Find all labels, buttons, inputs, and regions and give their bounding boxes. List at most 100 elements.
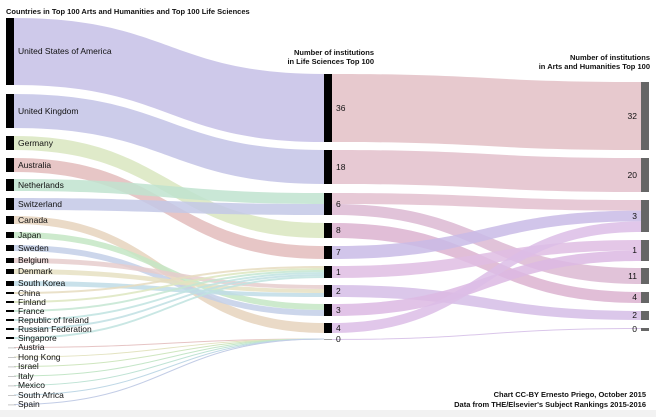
arts-humanities-node	[641, 240, 649, 261]
country-label: Sweden	[18, 242, 49, 253]
country-label: Mexico	[18, 380, 45, 391]
ranking-link	[332, 285, 641, 320]
country-node	[8, 404, 16, 406]
country-label: China	[18, 287, 41, 298]
life-sciences-node	[324, 285, 332, 297]
country-node	[6, 198, 14, 210]
arts-humanities-header-line1: Number of institutions	[570, 53, 650, 62]
country-label: Belgium	[18, 255, 49, 266]
country-link	[14, 258, 324, 289]
country-link	[14, 198, 324, 215]
life-sciences-value: 7	[336, 247, 341, 258]
arts-humanities-value: 4	[632, 292, 637, 303]
country-label: Russian Federation	[18, 323, 92, 334]
country-link	[14, 18, 324, 142]
arts-humanities-node	[641, 268, 649, 284]
country-node	[6, 216, 14, 224]
country-label: South Korea	[18, 278, 66, 289]
country-node	[6, 158, 14, 172]
ranking-link	[332, 221, 641, 333]
ranking-link	[332, 193, 641, 211]
country-link	[14, 276, 324, 339]
country-link	[14, 270, 324, 312]
country-node	[6, 258, 14, 263]
life-sciences-value: 2	[336, 285, 341, 296]
ranking-link	[332, 240, 641, 278]
life-sciences-node	[324, 339, 332, 340]
life-sciences-value: 4	[336, 322, 341, 333]
country-link	[14, 94, 324, 184]
arts-humanities-node	[641, 158, 649, 192]
country-node	[6, 310, 14, 312]
country-node	[8, 347, 16, 349]
country-node	[6, 292, 14, 294]
arts-humanities-header-line2: in Arts and Humanities Top 100	[538, 62, 650, 71]
arts-humanities-node	[641, 311, 649, 320]
arts-humanities-value: 20	[627, 169, 637, 180]
country-node	[6, 328, 14, 330]
country-node	[6, 18, 14, 85]
country-label: France	[18, 305, 45, 316]
country-node	[6, 319, 14, 321]
country-link	[13, 338, 325, 405]
life-sciences-node	[324, 223, 332, 238]
life-sciences-node	[324, 304, 332, 316]
life-sciences-value: 6	[336, 198, 341, 209]
life-sciences-value: 0	[336, 333, 341, 344]
country-label: Hong Kong	[18, 351, 61, 362]
arts-humanities-value: 32	[627, 110, 637, 121]
ranking-link	[332, 150, 641, 192]
country-label: Spain	[18, 399, 40, 410]
country-node	[8, 376, 16, 377]
arts-humanities-value: 1	[632, 245, 637, 256]
country-label: United States of America	[18, 46, 112, 57]
data-source-line: Data from THE/Elsevier's Subject Ranking…	[454, 400, 646, 409]
life-sciences-node	[324, 193, 332, 215]
country-label: United Kingdom	[18, 105, 79, 116]
country-link	[14, 232, 324, 310]
arts-humanities-node	[641, 82, 649, 150]
country-label: Canada	[18, 214, 48, 225]
country-node	[8, 395, 16, 396]
credit-line: Chart CC-BY Ernesto Priego, October 2015	[493, 390, 646, 399]
country-link	[14, 274, 324, 330]
country-link	[14, 281, 324, 297]
arts-humanities-node	[641, 328, 649, 331]
country-label: Denmark	[18, 266, 53, 277]
country-label: Singapore	[18, 332, 57, 343]
country-node	[8, 357, 16, 358]
life-sciences-node	[324, 266, 332, 278]
country-node	[6, 136, 14, 150]
country-node	[6, 301, 14, 303]
country-node	[6, 94, 14, 128]
country-node	[6, 179, 14, 191]
country-label: Finland	[18, 296, 46, 307]
country-link	[14, 272, 324, 321]
country-label: Netherlands	[18, 179, 64, 190]
country-label: South Africa	[18, 389, 64, 400]
country-node	[8, 366, 16, 368]
country-label: Israel	[18, 361, 39, 372]
life-sciences-value: 1	[336, 266, 341, 277]
arts-humanities-value: 11	[628, 270, 637, 281]
country-label: Japan	[18, 229, 42, 240]
country-node	[6, 337, 14, 339]
country-label: Republic of Ireland	[18, 314, 89, 325]
country-link	[14, 266, 324, 294]
arts-humanities-value: 2	[632, 310, 637, 321]
country-label: Austria	[18, 342, 45, 353]
country-node	[6, 245, 14, 251]
life-sciences-node	[324, 323, 332, 333]
arts-humanities-node	[641, 292, 649, 303]
arts-humanities-node	[641, 200, 649, 232]
life-sciences-node	[324, 150, 332, 184]
country-node	[8, 385, 16, 387]
country-link	[14, 268, 324, 303]
arts-humanities-header: Number of institutions in Arts and Human…	[539, 53, 650, 71]
ranking-link	[332, 210, 641, 259]
life-sciences-header-line1: Number of institutions	[294, 48, 374, 57]
life-sciences-header: Number of institutions in Life Sciences …	[287, 48, 374, 66]
life-sciences-value: 8	[336, 225, 341, 236]
